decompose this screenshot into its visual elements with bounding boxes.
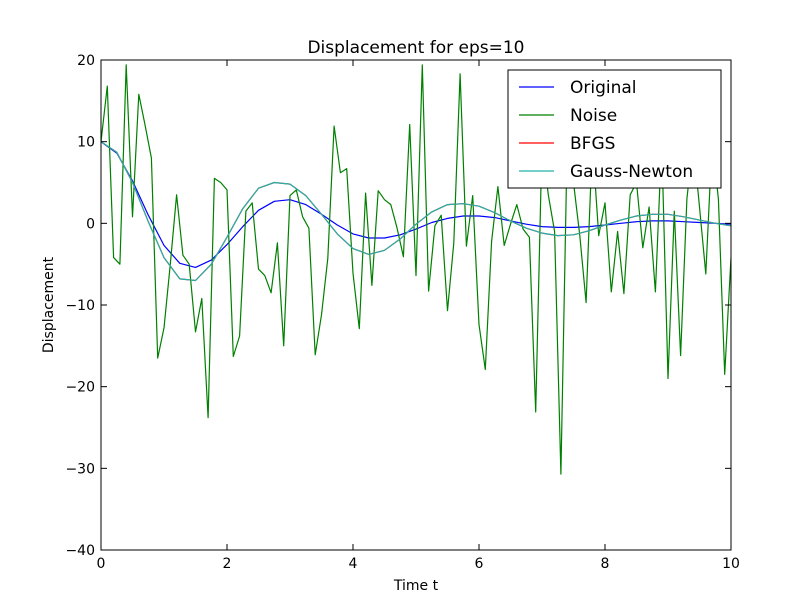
y-tick-label: −40 [65, 543, 95, 559]
y-tick-label: 10 [77, 135, 95, 151]
y-tick-label: −20 [65, 380, 95, 396]
y-tick-label: 20 [77, 53, 95, 69]
legend-label-gauss-newton: Gauss-Newton [570, 162, 693, 182]
x-tick-label: 10 [722, 556, 740, 572]
legend-label-noise: Noise [570, 106, 617, 126]
x-tick-label: 2 [223, 556, 232, 572]
y-tick-label: 0 [86, 216, 95, 232]
series-line-noise [101, 64, 731, 475]
legend-label-bfgs: BFGS [570, 134, 615, 154]
x-tick-label: 6 [475, 556, 484, 572]
legend-box [507, 69, 722, 189]
y-tick-label: −10 [65, 298, 95, 314]
x-tick-label: 8 [601, 556, 610, 572]
y-axis-label: Displacement [41, 256, 57, 353]
series-line-original [101, 141, 731, 268]
legend: Original Noise BFGS Gauss-Newton [507, 69, 722, 189]
y-tick-label: −30 [65, 461, 95, 477]
x-tick-label: 4 [349, 556, 358, 572]
x-tick-label: 0 [97, 556, 106, 572]
legend-label-original: Original [570, 78, 637, 98]
x-axis-label: Time t [393, 578, 439, 594]
tick-layer: 0 2 4 6 8 10 −40 −30 −20 −10 0 10 20 [65, 53, 739, 572]
series-layer [101, 64, 731, 475]
series-line-gauss-newton [101, 141, 731, 282]
chart-title: Displacement for eps=10 [307, 38, 524, 58]
